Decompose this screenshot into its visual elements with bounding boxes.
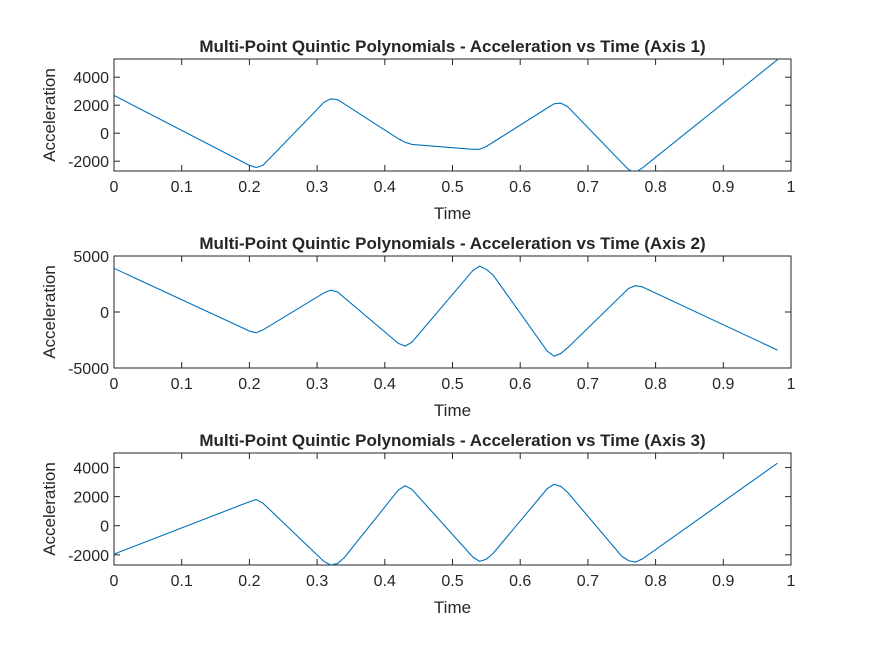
- y-tick-label: 2000: [73, 98, 109, 115]
- x-tick-label: 1: [787, 573, 796, 590]
- y-axis-label: Acceleration: [40, 68, 59, 162]
- x-tick-label: 0.5: [441, 179, 463, 196]
- x-tick-label: 0.1: [171, 376, 193, 393]
- series-line-1: [114, 462, 778, 565]
- plot-area: [113, 58, 792, 172]
- x-tick-label: 0.5: [441, 573, 463, 590]
- x-tick-label: 0: [110, 179, 119, 196]
- x-tick-label: 0.4: [374, 376, 396, 393]
- subplot-1: 0 0.1 0.2 0.3 0.4 0.5 0.6 0.7 0.8 0.9 1-2000020004…: [40, 37, 796, 223]
- x-tick-label: 0.5: [441, 376, 463, 393]
- x-tick-label: 0.4: [374, 179, 396, 196]
- x-tick-label: 0.2: [238, 376, 260, 393]
- x-tick-label: 0.1: [171, 573, 193, 590]
- x-tick-label: 0.8: [644, 376, 666, 393]
- series-line-1: [114, 265, 778, 357]
- chart-title: Multi-Point Quintic Polynomials - Accele…: [199, 234, 705, 253]
- series-line-1: [114, 59, 778, 171]
- x-tick-label: 0.6: [509, 179, 531, 196]
- subplot-3: 0 0.1 0.2 0.3 0.4 0.5 0.6 0.7 0.8 0.9 1-2000020004…: [40, 431, 796, 617]
- x-axis-label: Time: [434, 598, 471, 617]
- x-tick-label: 0.3: [306, 573, 328, 590]
- x-tick-label: 0.1: [171, 179, 193, 196]
- y-axis-label: Acceleration: [40, 265, 59, 359]
- chart-title: Multi-Point Quintic Polynomials - Accele…: [199, 431, 705, 450]
- y-tick-label: 0: [100, 519, 109, 536]
- x-axis-label: Time: [434, 204, 471, 223]
- x-tick-label: 0.7: [577, 573, 599, 590]
- x-tick-label: 1: [787, 376, 796, 393]
- chart-title: Multi-Point Quintic Polynomials - Accele…: [199, 37, 705, 56]
- x-axis-label: Time: [434, 401, 471, 420]
- y-tick-label: 4000: [73, 70, 109, 87]
- plot-area: [113, 452, 792, 566]
- x-tick-label: 0.6: [509, 573, 531, 590]
- subplot-2: 0 0.1 0.2 0.3 0.4 0.5 0.6 0.7 0.8 0.9 1-500005000M…: [40, 234, 796, 420]
- y-tick-label: 0: [100, 126, 109, 143]
- x-tick-label: 1: [787, 179, 796, 196]
- x-tick-label: 0.7: [577, 179, 599, 196]
- y-tick-label: 2000: [73, 490, 109, 507]
- x-tick-label: 0.8: [644, 179, 666, 196]
- x-tick-label: 0.6: [509, 376, 531, 393]
- x-tick-label: 0.9: [712, 179, 734, 196]
- y-axis-label: Acceleration: [40, 462, 59, 556]
- x-tick-label: 0.2: [238, 179, 260, 196]
- x-tick-label: 0: [110, 573, 119, 590]
- x-tick-label: 0.2: [238, 573, 260, 590]
- y-tick-label: 4000: [73, 461, 109, 478]
- y-tick-label: 5000: [73, 249, 109, 266]
- x-tick-label: 0: [110, 376, 119, 393]
- x-tick-label: 0.3: [306, 179, 328, 196]
- x-tick-label: 0.7: [577, 376, 599, 393]
- y-tick-label: -2000: [68, 154, 109, 171]
- x-tick-label: 0.4: [374, 573, 396, 590]
- x-tick-label: 0.9: [712, 573, 734, 590]
- y-tick-label: 0: [100, 305, 109, 322]
- y-tick-label: -2000: [68, 548, 109, 565]
- x-tick-label: 0.9: [712, 376, 734, 393]
- x-tick-label: 0.3: [306, 376, 328, 393]
- y-tick-label: -5000: [68, 361, 109, 378]
- x-tick-label: 0.8: [644, 573, 666, 590]
- plot-area: [113, 255, 792, 369]
